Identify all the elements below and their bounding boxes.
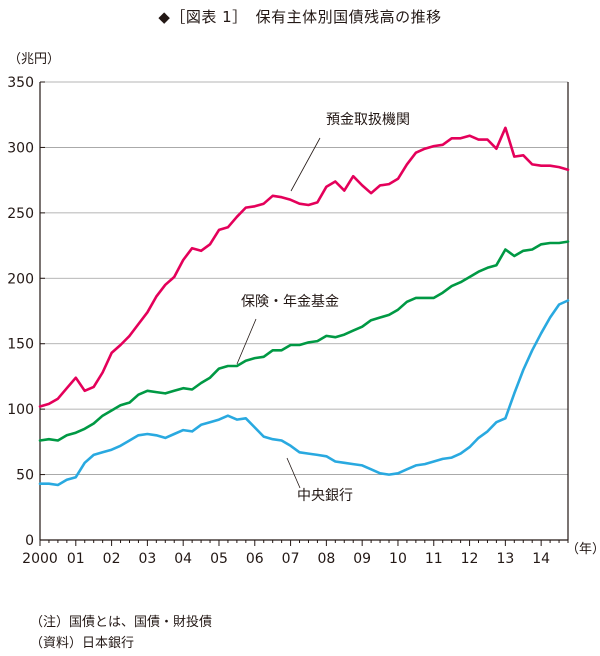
figure-title: ◆［図表 1］ 保有主体別国債残高の推移 [158,8,442,26]
annotation-leader-line [236,318,257,365]
axes [39,81,569,546]
annotation-leader-line [290,137,321,192]
series-line [38,240,570,442]
y-tick-label: 200 [7,271,34,287]
series-label: 保険・年金基金 [241,293,339,310]
x-tick-label: 2000 [22,551,58,567]
x-tick-label: 10 [389,551,407,567]
y-tick-label: 50 [16,468,34,484]
footnote-source: （資料）日本銀行 [30,636,135,651]
x-tick-label: 14 [532,551,550,567]
x-tick-label: 08 [317,551,335,567]
y-tick-label: 100 [7,402,34,418]
x-tick-label: 11 [425,551,443,567]
series-lines [38,126,570,487]
annotation-leader-line [286,457,301,489]
x-tick-label: 02 [103,551,121,567]
y-tick-label: 250 [7,206,34,222]
x-tick-label: 06 [246,551,264,567]
tick-labels: 0 50 100 150 200 250 300 350 2000 01 02 03 04 05 06 07 0… [7,75,550,567]
y-tick-label: 350 [7,75,34,91]
y-axis-unit-label: （兆円） [8,52,60,67]
x-tick-label: 01 [67,551,85,567]
x-tick-label: 03 [138,551,156,567]
x-tick-label: 12 [461,551,479,567]
series-label: 中央銀行 [297,488,353,504]
footnote-note: （注）国債とは、国債・財投債 [30,615,213,630]
y-tick-label: 0 [25,533,34,549]
series-label: 預金取扱機関 [326,112,410,128]
y-tick-label: 300 [7,140,34,156]
series-line [38,299,570,487]
x-tick-label: 09 [353,551,371,567]
x-axis-unit-label: （年） [566,542,600,557]
y-tick-label: 150 [7,337,34,353]
x-tick-label: 07 [282,551,300,567]
x-tick-label: 05 [210,551,228,567]
series-line [38,126,570,408]
x-tick-label: 04 [174,551,192,567]
x-tick-label: 13 [496,551,514,567]
